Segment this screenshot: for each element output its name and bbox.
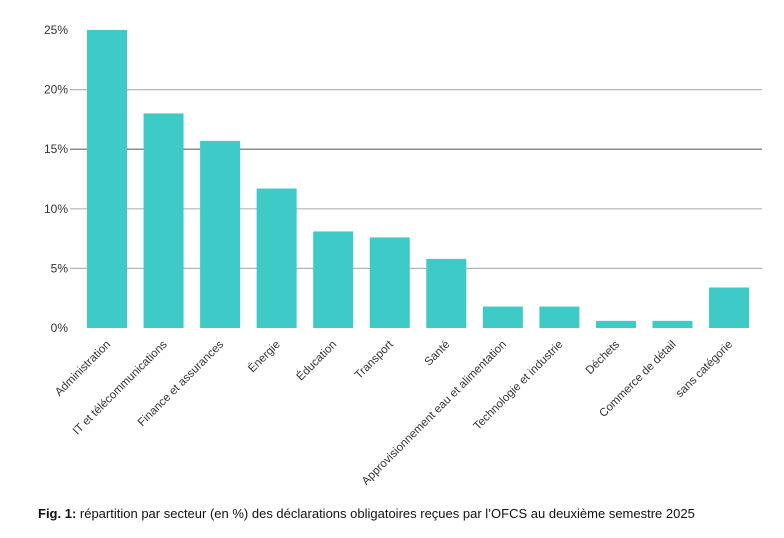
x-tick-label: sans catégorie xyxy=(674,339,735,400)
bar xyxy=(256,188,297,328)
x-tick-label: Santé xyxy=(423,339,453,369)
bar xyxy=(539,306,580,328)
bar xyxy=(200,140,241,328)
figure-caption: Fig. 1: répartition par secteur (en %) d… xyxy=(38,506,695,521)
x-tick-label: Transport xyxy=(353,338,397,382)
bar xyxy=(369,237,410,328)
bar xyxy=(482,306,523,328)
bar xyxy=(313,231,354,328)
caption-text: répartition par secteur (en %) des décla… xyxy=(76,506,695,521)
bar xyxy=(87,30,127,328)
y-tick-label: 10% xyxy=(44,202,68,216)
caption-label: Fig. 1: xyxy=(38,506,77,521)
bar xyxy=(595,320,636,328)
x-tick-label: IT et télécommunications xyxy=(71,338,170,437)
y-tick-label: 20% xyxy=(44,83,68,97)
bar xyxy=(143,113,184,328)
y-tick-label: 0% xyxy=(51,321,69,335)
y-tick-label: 25% xyxy=(44,23,68,37)
bar xyxy=(426,258,467,328)
bar xyxy=(709,287,750,328)
x-tick-label: Éducation xyxy=(294,338,339,383)
y-tick-label: 15% xyxy=(44,142,68,156)
x-tick-label: Énergie xyxy=(246,338,283,375)
bar xyxy=(652,320,693,328)
x-tick-label: Déchets xyxy=(584,338,622,376)
y-tick-label: 5% xyxy=(51,261,69,275)
x-tick-label: Administration xyxy=(53,339,113,399)
